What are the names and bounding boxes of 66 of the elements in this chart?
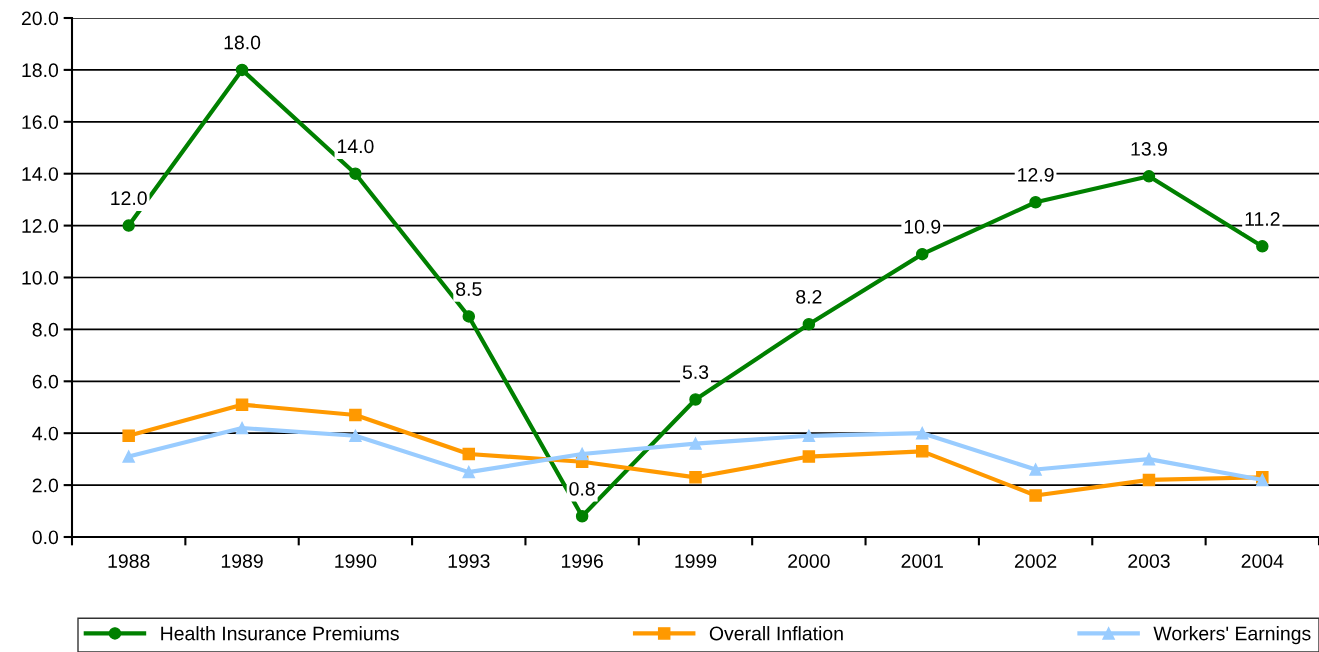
point	[1029, 463, 1042, 476]
data-label: 12.9	[1018, 167, 1054, 182]
y-tick-label: 0.0	[32, 530, 59, 545]
point	[802, 317, 816, 331]
data-label: 12.0	[111, 191, 147, 206]
y-tick-label: 4.0	[32, 426, 59, 441]
data-label: 14.0	[337, 139, 374, 154]
data-label: 13.9	[1131, 142, 1167, 156]
point	[575, 509, 589, 523]
point	[235, 421, 249, 435]
x-tick-label: 1996	[561, 554, 603, 568]
point	[122, 429, 135, 443]
point	[915, 247, 929, 261]
point	[462, 465, 476, 479]
point	[349, 408, 362, 422]
x-tick-label: 2000	[788, 554, 830, 568]
x-tick-label: 1993	[448, 554, 490, 568]
data-label: 18.0	[224, 35, 261, 50]
y-tick-label: 16.0	[22, 115, 59, 130]
point	[462, 447, 476, 461]
point	[689, 393, 702, 406]
y-tick-label: 6.0	[32, 374, 59, 389]
x-tick-label: 1989	[221, 554, 263, 568]
legend-label: Workers' Earnings	[1153, 626, 1311, 645]
data-label: 0.8	[569, 481, 595, 496]
y-tick-label: 14.0	[22, 167, 59, 181]
data-label: 5.3	[682, 365, 709, 379]
x-tick-label: 1988	[108, 554, 150, 568]
y-tick-label: 20.0	[21, 11, 59, 26]
y-tick-label: 18.0	[22, 63, 59, 78]
point	[1029, 489, 1042, 502]
point	[1142, 452, 1156, 466]
point	[122, 219, 135, 232]
point	[349, 167, 362, 180]
y-tick-label: 8.0	[32, 322, 59, 337]
point	[802, 429, 816, 443]
point	[689, 437, 702, 450]
x-tick-label: 2003	[1128, 554, 1170, 568]
x-tick-label: 1990	[335, 554, 377, 568]
point	[462, 310, 476, 323]
point	[349, 429, 362, 443]
point	[235, 398, 249, 411]
data-label: 8.2	[796, 289, 822, 304]
data-label: 11.2	[1245, 212, 1280, 226]
y-tick-label: 12.0	[22, 219, 59, 233]
point	[802, 450, 816, 463]
point	[915, 445, 929, 458]
legend-label: Overall Inflation	[709, 626, 843, 641]
legend-label: Health Insurance Premiums	[161, 626, 399, 641]
data-label: 8.5	[456, 282, 482, 296]
point	[1142, 170, 1156, 183]
point	[1256, 240, 1269, 253]
x-tick-label: 2002	[1014, 554, 1057, 568]
data-label: 10.9	[904, 219, 941, 234]
point	[1029, 195, 1042, 209]
y-tick-label: 2.0	[32, 478, 59, 493]
x-tick-label: 2004	[1241, 554, 1284, 568]
point	[915, 426, 929, 440]
x-tick-label: 2001	[901, 554, 943, 568]
point	[235, 63, 249, 77]
y-tick-label: 10.0	[22, 270, 59, 285]
x-tick-label: 1999	[675, 554, 717, 568]
point	[575, 447, 589, 461]
point	[1142, 473, 1156, 487]
point	[689, 471, 702, 484]
point	[122, 450, 135, 463]
